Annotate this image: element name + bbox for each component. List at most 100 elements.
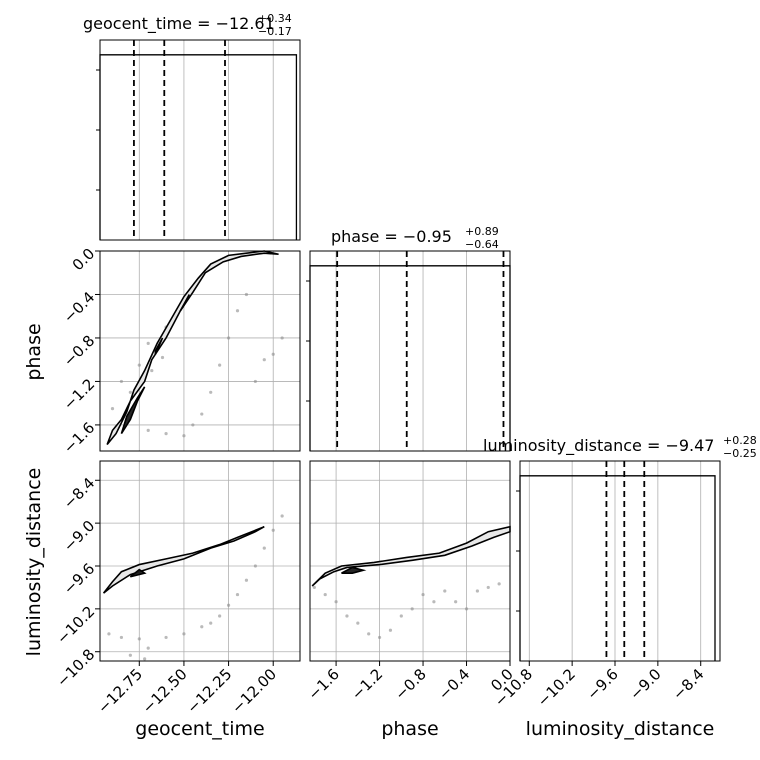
scatter-point-1-0-19 (271, 352, 275, 356)
xtick-label-phase-2: −0.8 (391, 665, 429, 703)
xtick-label-luminosity_distance-1: −10.2 (534, 665, 579, 710)
scatter-point-2-0-17 (143, 657, 147, 661)
hist-geocent_time (99, 54, 298, 240)
scatter-point-2-1-17 (497, 582, 501, 586)
scatter-point-1-0-6 (146, 341, 150, 345)
ytick-label-luminosity_distance-3: −9.0 (60, 517, 98, 555)
scatter-point-2-0-9 (235, 592, 240, 597)
scatter-point-2-1-4 (356, 621, 360, 625)
scatter-point-2-0-12 (262, 546, 266, 550)
ytick-label-phase-0: −1.6 (60, 419, 98, 457)
title-luminosity_distance-sub: −0.25 (723, 447, 757, 460)
ylabel-phase: phase (23, 323, 45, 380)
hist-frame-luminosity_distance (519, 460, 721, 662)
scatter-point-1-0-17 (262, 358, 266, 362)
pair-frame-2-1 (309, 460, 511, 662)
title-phase-sup: +0.89 (465, 225, 499, 238)
scatter-point-1-0-20 (280, 336, 284, 340)
title-phase: phase = −0.95 +0.89 −0.64 (331, 225, 499, 251)
xtick-label-geocent_time-2: −12.25 (183, 665, 235, 717)
title-geocent_time-sub: −0.17 (258, 25, 292, 38)
xtick-label-luminosity_distance-4: −8.4 (669, 665, 707, 703)
xtick-label-geocent_time-3: −12.00 (228, 665, 280, 717)
ytick-label-luminosity_distance-1: −10.2 (53, 602, 98, 647)
xtick-label-luminosity_distance-3: −9.0 (626, 665, 664, 703)
scatter-point-1-0-24 (164, 432, 168, 436)
scatter-point-2-1-5 (367, 632, 371, 636)
scatter-point-2-0-0 (107, 632, 111, 636)
contour-2-1-0 (311, 525, 511, 587)
scatter-point-1-0-2 (160, 355, 165, 360)
contour-2-0-0 (102, 525, 265, 594)
title-geocent_time-main: geocent_time = −12.61 (83, 14, 275, 34)
panels: −12.75−12.50−12.25−12.00 −1.6 −1.2 −0.8 −0.4… (53, 39, 721, 717)
scatter-point-1-0-14 (226, 336, 231, 340)
xtick-label-geocent_time-1: −12.50 (139, 665, 191, 717)
scatter-point-2-0-11 (253, 564, 257, 568)
scatter-point-2-1-12 (443, 589, 447, 593)
title-phase-main: phase = −0.95 (331, 227, 452, 246)
panel-1-0 (99, 250, 301, 452)
scatter-point-1-0-1 (150, 368, 154, 373)
scatter-point-1-0-3 (119, 379, 124, 384)
scatter-point-2-1-11 (432, 600, 436, 604)
scatter-point-2-1-13 (454, 600, 458, 604)
contour-2-1-1 (341, 566, 367, 574)
scatter-point-1-0-21 (191, 423, 195, 427)
scatter-point-2-0-10 (244, 578, 249, 582)
scatter-point-2-1-0 (312, 585, 316, 590)
panel-2-2 (516, 460, 721, 662)
scatter-point-2-1-16 (486, 585, 490, 590)
xlabel-geocent_time: geocent_time (135, 718, 264, 740)
hist-luminosity_distance (519, 475, 716, 661)
pair-frame-2-0 (99, 460, 301, 662)
xtick-label-phase-1: −1.2 (348, 665, 386, 703)
scatter-point-2-1-7 (388, 628, 393, 632)
scatter-point-2-0-1 (119, 635, 124, 640)
pair-frame-1-0 (99, 250, 301, 452)
ytick-label-luminosity_distance-4: −8.4 (60, 474, 98, 512)
xtick-label-geocent_time-0: −12.75 (94, 665, 146, 717)
ytick-label-phase-2: −0.8 (60, 332, 98, 370)
scatter-point-1-0-5 (128, 390, 132, 394)
scatter-point-2-1-8 (399, 614, 403, 618)
contour-1-0-0 (106, 250, 279, 445)
scatter-point-2-1-3 (345, 614, 349, 618)
xlabel-phase: phase (381, 718, 438, 740)
scatter-point-2-1-15 (475, 589, 479, 593)
panel-0-0 (96, 39, 301, 241)
title-luminosity_distance-sup: +0.28 (723, 434, 757, 447)
contour-1-0-1 (120, 386, 146, 435)
title-geocent_time: geocent_time = −12.61 +0.34 −0.17 (83, 12, 292, 38)
hist-frame-geocent_time (99, 39, 301, 241)
scatter-point-1-0-18 (253, 379, 257, 384)
scatter-point-2-1-10 (421, 592, 425, 597)
xtick-label-luminosity_distance-2: −9.6 (583, 665, 621, 703)
ytick-label-phase-1: −1.2 (60, 375, 98, 413)
scatter-point-1-0-23 (146, 428, 150, 432)
title-luminosity_distance-main: luminosity_distance = −9.47 (483, 436, 714, 456)
scatter-point-1-0-4 (110, 407, 115, 411)
scatter-point-1-0-16 (244, 292, 249, 297)
scatter-point-1-0-12 (209, 390, 213, 394)
scatter-point-2-0-13 (271, 528, 275, 532)
xtick-label-phase-0: −1.6 (304, 665, 342, 703)
ytick-label-luminosity_distance-0: −10.8 (53, 645, 98, 690)
scatter-point-2-0-5 (200, 625, 204, 629)
contour-2-0-1 (129, 568, 147, 578)
scatter-point-1-0-13 (218, 363, 222, 367)
scatter-point-2-0-8 (226, 603, 231, 607)
scatter-point-2-1-9 (410, 607, 414, 611)
panel-1-1 (306, 250, 511, 452)
scatter-point-2-0-4 (182, 632, 186, 636)
scatter-point-2-0-2 (137, 637, 141, 641)
ytick-label-phase-3: −0.4 (60, 288, 98, 326)
scatter-point-2-0-15 (146, 646, 150, 650)
contour-1-0-2 (154, 337, 164, 355)
hist-phase (309, 265, 511, 451)
scatter-point-1-0-0 (137, 363, 141, 367)
title-geocent_time-sup: +0.34 (258, 12, 292, 25)
xtick-label-phase-3: −0.4 (435, 665, 473, 703)
panel-2-1 (309, 460, 511, 662)
